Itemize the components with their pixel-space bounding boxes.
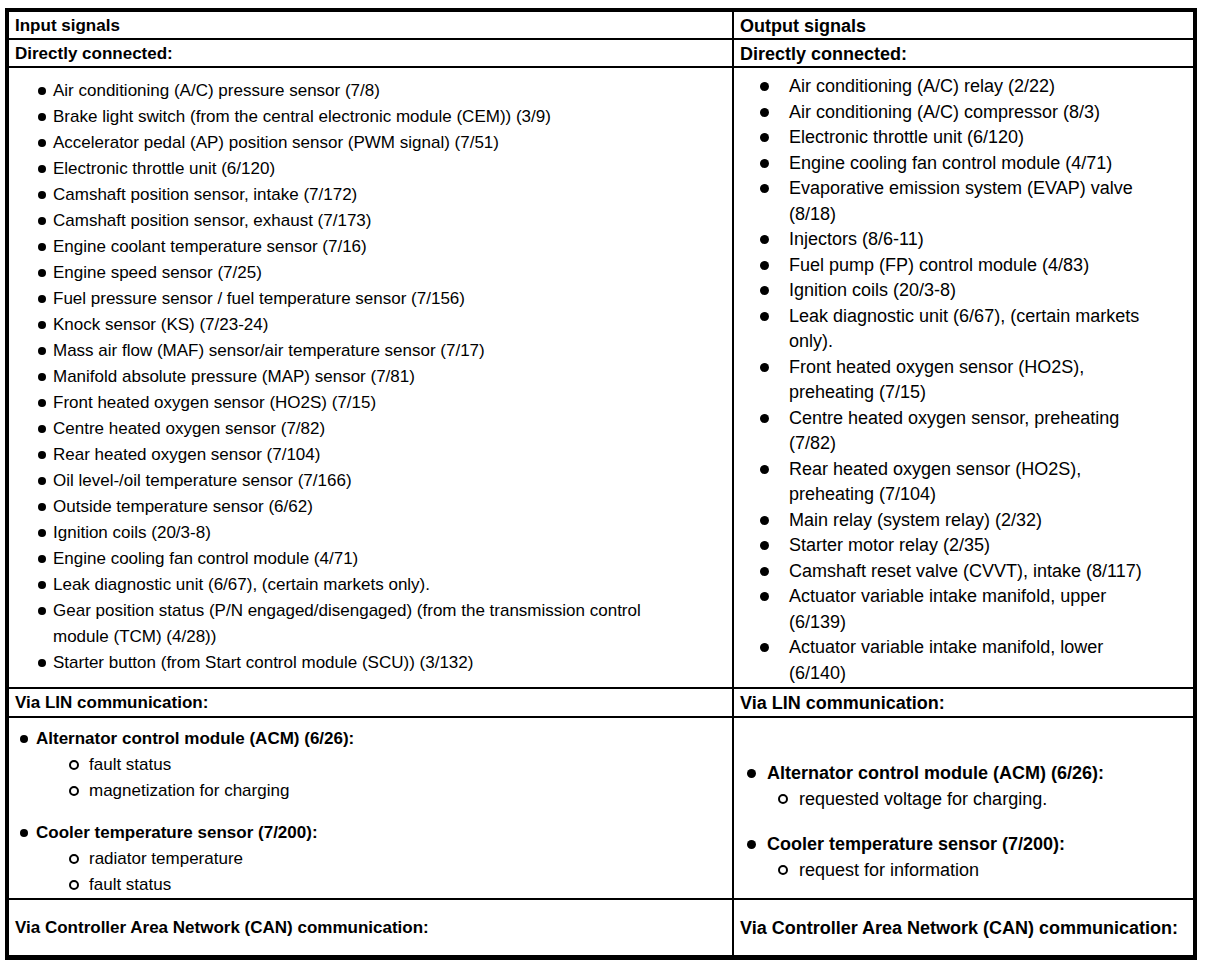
output-signal-list: Air conditioning (A/C) relay (2/22)Air c… xyxy=(734,74,1157,686)
output-signals-header: Output signals xyxy=(734,12,1193,40)
lin-subitem: request for information xyxy=(734,857,1193,883)
lin-group-label: Alternator control module (ACM) (6/26): xyxy=(9,726,732,752)
input-signal-item: Manifold absolute pressure (MAP) sensor … xyxy=(9,364,692,390)
input-directly-connected-cell: Air conditioning (A/C) pressure sensor (… xyxy=(9,68,734,689)
input-signals-header: Input signals xyxy=(9,12,734,40)
input-signal-item: Ignition coils (20/3-8) xyxy=(9,520,692,546)
lin-subitem-list: request for information xyxy=(734,857,1193,883)
output-signal-item: Centre heated oxygen sensor, preheating … xyxy=(734,406,1157,457)
output-directly-connected-title: Directly connected: xyxy=(734,40,1193,68)
input-signal-item: Centre heated oxygen sensor (7/82) xyxy=(9,416,692,442)
output-signal-item: Actuator variable intake manifold, lower… xyxy=(734,635,1157,686)
lin-group-label: Alternator control module (ACM) (6/26): xyxy=(734,760,1193,786)
output-directly-connected-cell: Air conditioning (A/C) relay (2/22)Air c… xyxy=(734,68,1193,689)
input-signal-item: Leak diagnostic unit (6/67), (certain ma… xyxy=(9,572,692,598)
lin-group-cooler: Cooler temperature sensor (7/200): radia… xyxy=(9,820,732,898)
lin-subitem: fault status xyxy=(9,752,732,778)
output-signal-item: Injectors (8/6-11) xyxy=(734,227,1157,253)
input-signal-item: Engine speed sensor (7/25) xyxy=(9,260,692,286)
output-signal-item: Air conditioning (A/C) relay (2/22) xyxy=(734,74,1157,100)
lin-group-label: Cooler temperature sensor (7/200): xyxy=(734,831,1193,857)
output-lin-cell: Alternator control module (ACM) (6/26): … xyxy=(734,718,1193,900)
lin-group-label: Cooler temperature sensor (7/200): xyxy=(9,820,732,846)
input-signal-item: Camshaft position sensor, exhaust (7/173… xyxy=(9,208,692,234)
lin-subitem-list: radiator temperaturefault status xyxy=(9,846,732,898)
output-signal-item: Starter motor relay (2/35) xyxy=(734,533,1157,559)
output-signal-item: Evaporative emission system (EVAP) valve… xyxy=(734,176,1157,227)
lin-subitem: fault status xyxy=(9,872,732,898)
lin-subitem: radiator temperature xyxy=(9,846,732,872)
output-signal-item: Air conditioning (A/C) compressor (8/3) xyxy=(734,100,1157,126)
input-signal-item: Fuel pressure sensor / fuel temperature … xyxy=(9,286,692,312)
output-lin-title: Via LIN communication: xyxy=(734,689,1193,718)
input-signal-item: Starter button (from Start control modul… xyxy=(9,650,692,676)
input-signal-item: Camshaft position sensor, intake (7/172) xyxy=(9,182,692,208)
input-signal-item: Rear heated oxygen sensor (7/104) xyxy=(9,442,692,468)
output-signal-item: Electronic throttle unit (6/120) xyxy=(734,125,1157,151)
input-signal-item: Engine coolant temperature sensor (7/16) xyxy=(9,234,692,260)
input-signal-item: Outside temperature sensor (6/62) xyxy=(9,494,692,520)
lin-subitem-list: requested voltage for charging. xyxy=(734,786,1193,812)
input-lin-title: Via LIN communication: xyxy=(9,689,734,718)
input-signal-item: Engine cooling fan control module (4/71) xyxy=(9,546,692,572)
input-signal-item: Brake light switch (from the central ele… xyxy=(9,104,692,130)
signals-table: Input signals Output signals Directly co… xyxy=(5,8,1197,960)
lin-group-acm: Alternator control module (ACM) (6/26): … xyxy=(9,726,732,804)
input-signal-item: Mass air flow (MAF) sensor/air temperatu… xyxy=(9,338,692,364)
output-signal-item: Engine cooling fan control module (4/71) xyxy=(734,151,1157,177)
input-signal-item: Electronic throttle unit (6/120) xyxy=(9,156,692,182)
lin-subitem: requested voltage for charging. xyxy=(734,786,1193,812)
lin-subitem: magnetization for charging xyxy=(9,778,732,804)
input-lin-cell: Alternator control module (ACM) (6/26): … xyxy=(9,718,734,900)
output-signal-item: Actuator variable intake manifold, upper… xyxy=(734,584,1157,635)
input-can-title: Via Controller Area Network (CAN) commun… xyxy=(9,900,734,955)
output-signal-item: Rear heated oxygen sensor (HO2S), prehea… xyxy=(734,457,1157,508)
output-signal-item: Ignition coils (20/3-8) xyxy=(734,278,1157,304)
lin-group-cooler: Cooler temperature sensor (7/200): reque… xyxy=(734,831,1193,883)
input-signal-item: Gear position status (P/N engaged/diseng… xyxy=(9,598,692,650)
input-directly-connected-title: Directly connected: xyxy=(9,40,734,68)
output-can-title: Via Controller Area Network (CAN) commun… xyxy=(734,900,1193,955)
input-signal-list: Air conditioning (A/C) pressure sensor (… xyxy=(9,78,692,676)
output-signal-item: Fuel pump (FP) control module (4/83) xyxy=(734,253,1157,279)
output-signal-item: Camshaft reset valve (CVVT), intake (8/1… xyxy=(734,559,1157,585)
input-signal-item: Knock sensor (KS) (7/23-24) xyxy=(9,312,692,338)
input-signal-item: Front heated oxygen sensor (HO2S) (7/15) xyxy=(9,390,692,416)
output-signal-item: Front heated oxygen sensor (HO2S), prehe… xyxy=(734,355,1157,406)
lin-group-acm: Alternator control module (ACM) (6/26): … xyxy=(734,760,1193,812)
output-signal-item: Main relay (system relay) (2/32) xyxy=(734,508,1157,534)
input-signal-item: Air conditioning (A/C) pressure sensor (… xyxy=(9,78,692,104)
input-signal-item: Oil level-/oil temperature sensor (7/166… xyxy=(9,468,692,494)
output-signal-item: Leak diagnostic unit (6/67), (certain ma… xyxy=(734,304,1157,355)
input-signal-item: Accelerator pedal (AP) position sensor (… xyxy=(9,130,692,156)
lin-subitem-list: fault statusmagnetization for charging xyxy=(9,752,732,804)
